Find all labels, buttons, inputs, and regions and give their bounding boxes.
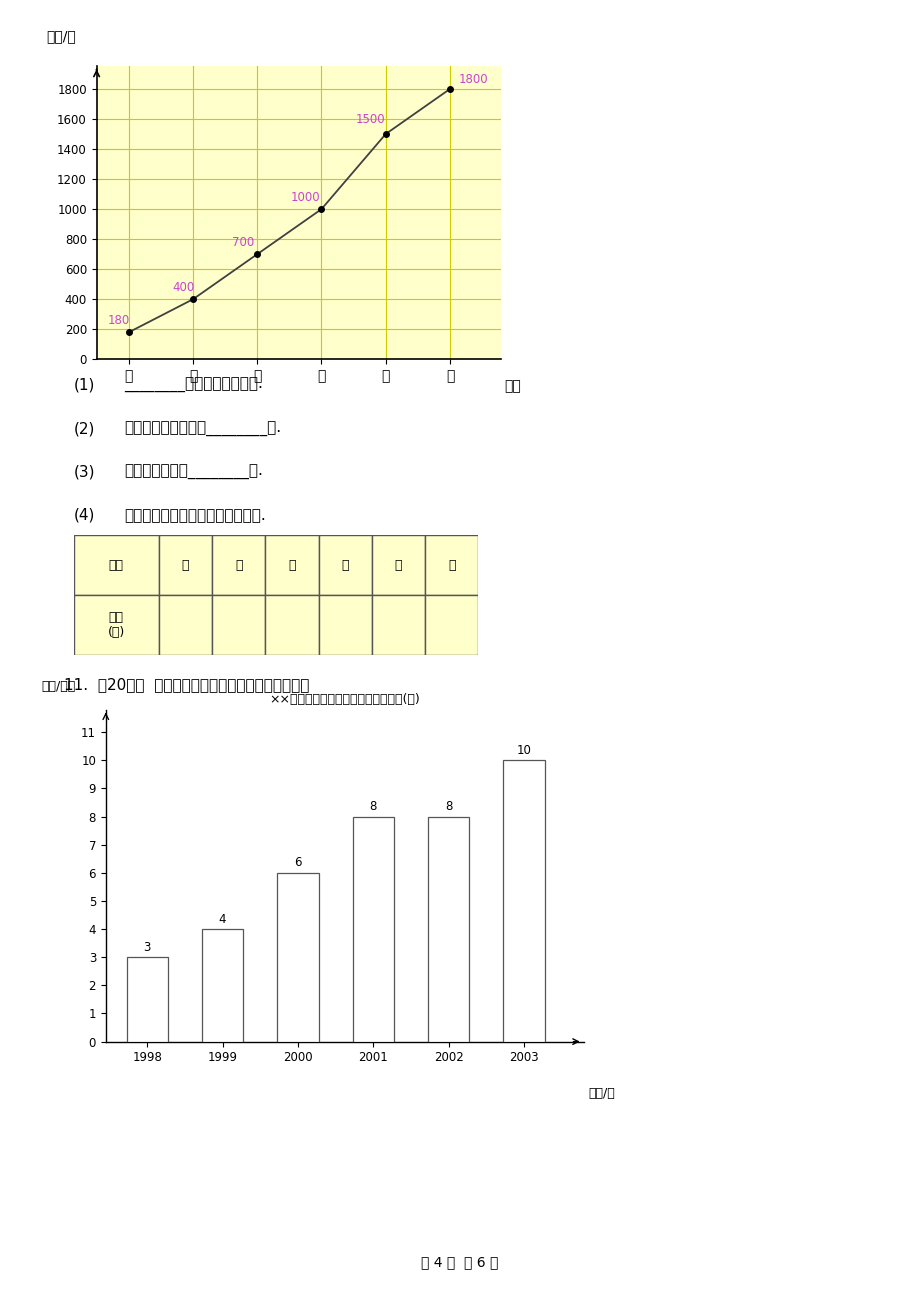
Text: 第 4 页  共 6 页: 第 4 页 共 6 页	[421, 1255, 498, 1269]
Text: 三: 三	[288, 559, 295, 572]
Bar	[371, 595, 425, 655]
Text: 180: 180	[108, 314, 130, 327]
Text: 400: 400	[172, 281, 194, 294]
Text: 一: 一	[182, 559, 189, 572]
Text: 二: 二	[234, 559, 243, 572]
Bar	[212, 595, 265, 655]
Bar	[212, 535, 265, 595]
Text: 年份/年: 年份/年	[587, 1087, 614, 1100]
Text: 11.  （20分）  观察下面两种统计图，你发现了什么？: 11. （20分） 观察下面两种统计图，你发现了什么？	[64, 677, 310, 693]
Text: 将各个年级捐款的钱数填入下表中.: 将各个年级捐款的钱数填入下表中.	[124, 508, 266, 523]
Text: 钱数/元: 钱数/元	[46, 29, 75, 43]
Text: 10: 10	[516, 743, 531, 756]
Bar	[265, 535, 318, 595]
Text: 人数/万人: 人数/万人	[41, 680, 75, 693]
Bar	[352, 816, 393, 1042]
Bar	[127, 957, 168, 1042]
Text: 年级: 年级	[504, 379, 521, 393]
Title: ××市中小学生参观科技展人数统计图(一): ××市中小学生参观科技展人数统计图(一)	[269, 693, 420, 706]
Text: 700: 700	[232, 236, 255, 249]
Text: 五: 五	[394, 559, 402, 572]
Bar	[201, 930, 243, 1042]
Bar	[74, 535, 159, 595]
Text: 1000: 1000	[290, 191, 320, 204]
Bar	[425, 535, 478, 595]
Bar	[503, 760, 544, 1042]
Bar	[425, 595, 478, 655]
Text: (1): (1)	[74, 378, 95, 393]
Text: 年级: 年级	[108, 559, 123, 572]
Bar	[159, 535, 212, 595]
Bar	[318, 535, 371, 595]
Text: 8: 8	[369, 801, 377, 814]
Text: ________年级捐的钱数最多.: ________年级捐的钱数最多.	[124, 378, 263, 393]
Bar	[427, 816, 469, 1042]
Text: (3): (3)	[74, 465, 95, 480]
Bar	[265, 595, 318, 655]
Text: 六: 六	[448, 559, 455, 572]
Bar	[159, 595, 212, 655]
Text: (2): (2)	[74, 422, 95, 437]
Bar	[277, 872, 318, 1042]
Text: 6: 6	[294, 857, 301, 870]
Bar	[371, 535, 425, 595]
Text: 8: 8	[445, 801, 452, 814]
Text: 六年级比三年级多捐________元.: 六年级比三年级多捐________元.	[124, 422, 281, 437]
Bar	[318, 595, 371, 655]
Text: (4): (4)	[74, 508, 95, 523]
Text: 四: 四	[341, 559, 348, 572]
Text: 3: 3	[143, 941, 151, 954]
Bar	[74, 595, 159, 655]
Text: 1500: 1500	[355, 113, 384, 126]
Text: 4: 4	[219, 913, 226, 926]
Text: 1800: 1800	[458, 73, 487, 86]
Text: 钱数
(元): 钱数 (元)	[108, 611, 125, 639]
Text: 平均每个年级捐________元.: 平均每个年级捐________元.	[124, 465, 263, 480]
